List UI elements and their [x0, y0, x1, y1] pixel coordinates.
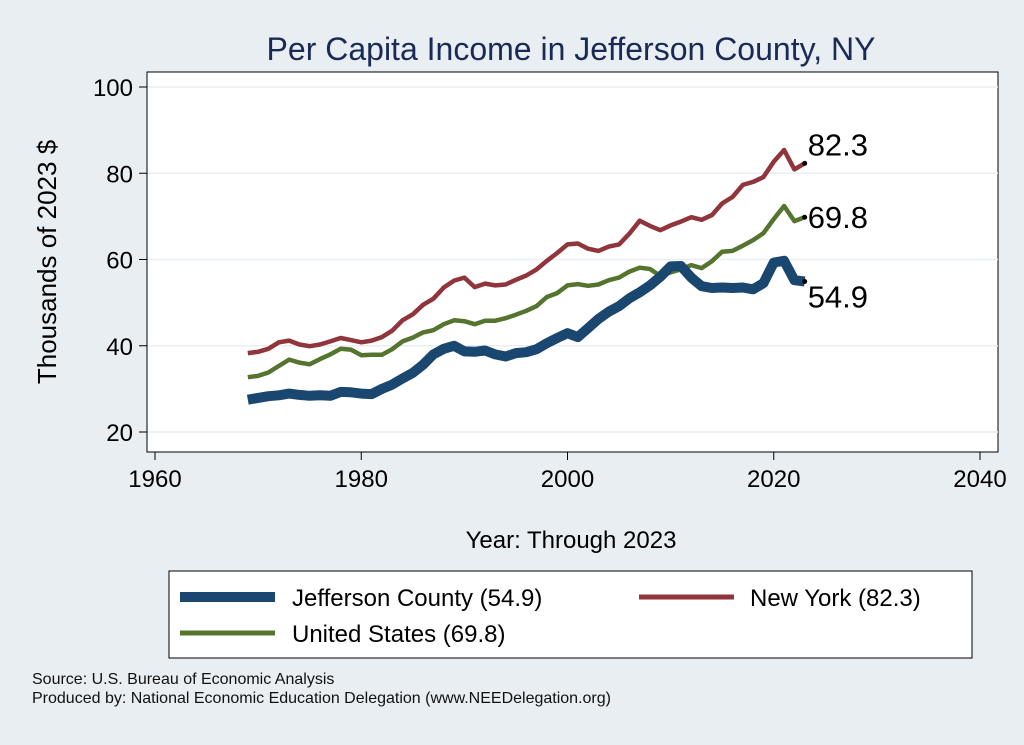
- series-new-york-end-marker: [802, 160, 808, 166]
- produced-by-line: Produced by: National Economic Education…: [32, 690, 611, 707]
- legend-label-united-states: United States (69.8): [292, 621, 505, 648]
- end-labels: 54.9 82.3 69.8: [802, 127, 868, 314]
- y-tick-label: 20: [106, 420, 133, 447]
- chart-title: Per Capita Income in Jefferson County, N…: [267, 31, 876, 67]
- legend-label-new-york: New York (82.3): [750, 585, 921, 612]
- y-tick-label: 100: [93, 75, 133, 102]
- series-jefferson-county-line: [246, 255, 806, 405]
- legend-box: [168, 570, 973, 659]
- x-tick-label: 2000: [541, 466, 594, 493]
- x-axis-label: Year: Through 2023: [466, 527, 677, 554]
- x-tick-label: 2040: [953, 466, 1006, 493]
- end-label-united-states: 69.8: [808, 200, 868, 235]
- series-united-states-line: [247, 203, 806, 380]
- x-tick-label: 2020: [747, 466, 800, 493]
- legend-label-jefferson: Jefferson County (54.9): [292, 585, 542, 612]
- series-jefferson-county-end-marker: [802, 278, 808, 284]
- end-label-new-york: 82.3: [808, 127, 868, 162]
- end-label-jefferson-county: 54.9: [808, 279, 868, 314]
- y-axis-label: Thousands of 2023 $: [32, 139, 62, 384]
- y-tick-label: 60: [106, 248, 133, 275]
- series-lines: [246, 147, 806, 405]
- x-tick-label: 1960: [128, 466, 181, 493]
- y-tick-label: 40: [106, 334, 133, 361]
- x-tick-label: 1980: [335, 466, 388, 493]
- grid: [147, 86, 998, 433]
- series-united-states-end-marker: [802, 214, 808, 220]
- source-line: Source: U.S. Bureau of Economic Analysis: [32, 671, 335, 688]
- series-new-york-line: [247, 147, 806, 356]
- legend: Jefferson County (54.9) New York (82.3) …: [168, 570, 973, 659]
- y-tick-label: 80: [106, 161, 133, 188]
